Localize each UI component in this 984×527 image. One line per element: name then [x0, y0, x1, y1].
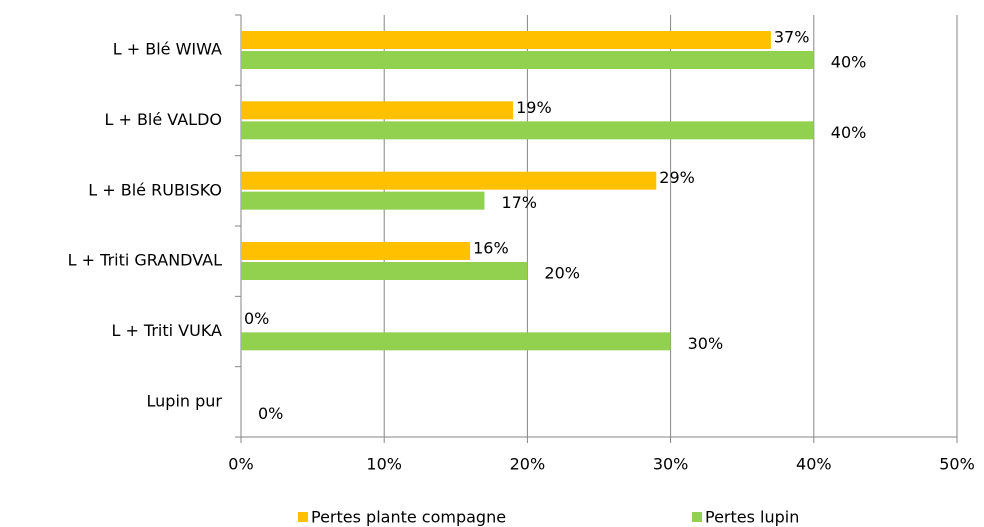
x-tick-label: 50%: [939, 455, 975, 474]
legend-swatch: [298, 512, 308, 522]
legend-label: Pertes plante compagne: [311, 508, 506, 527]
bar: [241, 242, 471, 260]
category-label: Lupin pur: [147, 391, 223, 410]
legend-swatch: [692, 512, 702, 522]
category-label: L + Triti VUKA: [111, 321, 222, 340]
bar: [241, 101, 514, 120]
bar: [241, 262, 528, 280]
data-label: 19%: [516, 98, 552, 117]
data-label: 0%: [258, 404, 283, 423]
bar: [241, 51, 814, 69]
x-tick-label: 0%: [228, 455, 253, 474]
data-label: 40%: [831, 123, 867, 142]
legend-label: Pertes lupin: [705, 508, 799, 527]
x-tick-label: 30%: [653, 455, 689, 474]
category-label: L + Blé WIWA: [113, 40, 222, 59]
bar: [241, 171, 657, 190]
category-label: L + Blé VALDO: [104, 110, 222, 129]
category-label: L + Blé RUBISKO: [88, 180, 222, 199]
data-label: 29%: [659, 168, 695, 187]
data-label: 20%: [544, 264, 580, 283]
category-label: L + Triti GRANDVAL: [68, 251, 222, 270]
bar: [241, 31, 771, 49]
data-label: 16%: [473, 239, 509, 258]
bar: [241, 332, 671, 351]
data-label: 0%: [244, 309, 269, 328]
data-label: 37%: [774, 28, 810, 47]
x-tick-label: 20%: [510, 455, 546, 474]
bar: [241, 121, 814, 140]
data-label: 30%: [688, 334, 724, 353]
x-tick-label: 40%: [796, 455, 832, 474]
data-label: 17%: [501, 193, 537, 212]
data-label: 40%: [831, 53, 867, 72]
bar: [241, 191, 485, 210]
x-tick-label: 10%: [366, 455, 402, 474]
